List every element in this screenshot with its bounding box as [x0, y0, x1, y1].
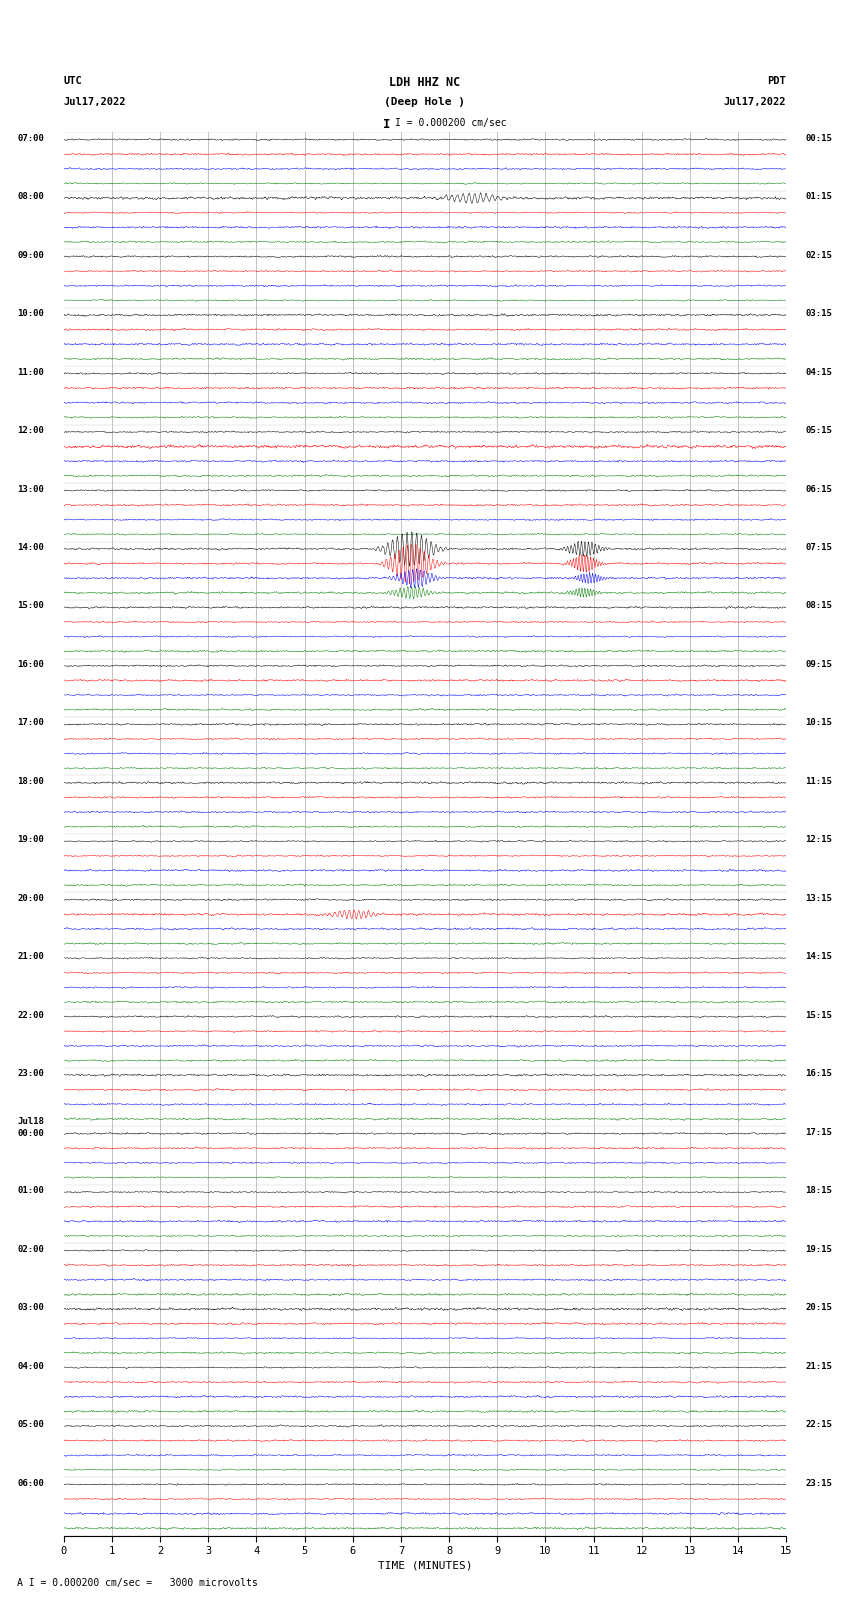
- Text: 01:15: 01:15: [806, 192, 832, 202]
- Text: I = 0.000200 cm/sec: I = 0.000200 cm/sec: [395, 118, 507, 127]
- Text: 17:00: 17:00: [18, 718, 44, 727]
- Text: 13:00: 13:00: [18, 484, 44, 494]
- Text: 23:15: 23:15: [806, 1479, 832, 1487]
- Text: 03:15: 03:15: [806, 310, 832, 318]
- Text: 07:00: 07:00: [18, 134, 44, 142]
- Text: 04:15: 04:15: [806, 368, 832, 376]
- Text: 16:00: 16:00: [18, 660, 44, 669]
- Text: A I = 0.000200 cm/sec =   3000 microvolts: A I = 0.000200 cm/sec = 3000 microvolts: [17, 1578, 258, 1587]
- Text: 07:15: 07:15: [806, 544, 832, 552]
- Text: 08:00: 08:00: [18, 192, 44, 202]
- Text: 00:15: 00:15: [806, 134, 832, 142]
- Text: 15:15: 15:15: [806, 1011, 832, 1019]
- Text: 16:15: 16:15: [806, 1069, 832, 1077]
- Text: 05:00: 05:00: [18, 1419, 44, 1429]
- Text: Jul17,2022: Jul17,2022: [64, 97, 127, 106]
- Text: 20:00: 20:00: [18, 894, 44, 903]
- Text: 03:00: 03:00: [18, 1303, 44, 1311]
- Text: 06:00: 06:00: [18, 1479, 44, 1487]
- Text: 02:15: 02:15: [806, 250, 832, 260]
- Text: UTC: UTC: [64, 76, 82, 85]
- Text: 08:15: 08:15: [806, 602, 832, 610]
- Text: 06:15: 06:15: [806, 484, 832, 494]
- Text: 21:00: 21:00: [18, 952, 44, 961]
- Text: 14:00: 14:00: [18, 544, 44, 552]
- Text: 18:15: 18:15: [806, 1186, 832, 1195]
- Text: 20:15: 20:15: [806, 1303, 832, 1311]
- Text: Jul17,2022: Jul17,2022: [723, 97, 786, 106]
- Text: I: I: [383, 118, 390, 131]
- Text: 02:00: 02:00: [18, 1245, 44, 1253]
- Text: 17:15: 17:15: [806, 1127, 832, 1137]
- X-axis label: TIME (MINUTES): TIME (MINUTES): [377, 1560, 473, 1569]
- Text: 09:15: 09:15: [806, 660, 832, 669]
- Text: 00:00: 00:00: [18, 1129, 44, 1139]
- Text: 09:00: 09:00: [18, 250, 44, 260]
- Text: 15:00: 15:00: [18, 602, 44, 610]
- Text: 04:00: 04:00: [18, 1361, 44, 1371]
- Text: 10:00: 10:00: [18, 310, 44, 318]
- Text: 01:00: 01:00: [18, 1186, 44, 1195]
- Text: 14:15: 14:15: [806, 952, 832, 961]
- Text: 19:15: 19:15: [806, 1245, 832, 1253]
- Text: 21:15: 21:15: [806, 1361, 832, 1371]
- Text: 18:00: 18:00: [18, 777, 44, 786]
- Text: 23:00: 23:00: [18, 1069, 44, 1077]
- Text: 10:15: 10:15: [806, 718, 832, 727]
- Text: LDH HHZ NC: LDH HHZ NC: [389, 76, 461, 89]
- Text: 19:00: 19:00: [18, 836, 44, 844]
- Text: Jul18: Jul18: [18, 1118, 44, 1126]
- Text: 22:00: 22:00: [18, 1011, 44, 1019]
- Text: 13:15: 13:15: [806, 894, 832, 903]
- Text: 12:00: 12:00: [18, 426, 44, 436]
- Text: PDT: PDT: [768, 76, 786, 85]
- Text: (Deep Hole ): (Deep Hole ): [384, 97, 466, 106]
- Text: 11:15: 11:15: [806, 777, 832, 786]
- Text: 05:15: 05:15: [806, 426, 832, 436]
- Text: 11:00: 11:00: [18, 368, 44, 376]
- Text: 12:15: 12:15: [806, 836, 832, 844]
- Text: 22:15: 22:15: [806, 1419, 832, 1429]
